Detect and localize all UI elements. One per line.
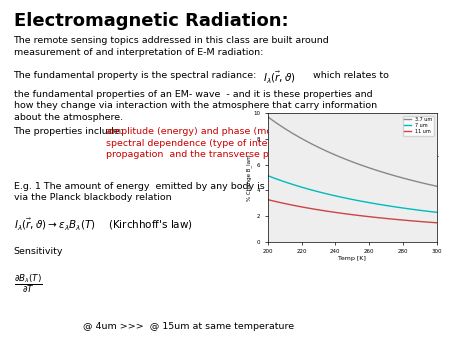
Text: $\frac{\partial B_\lambda(T)}{\partial T}$: $\frac{\partial B_\lambda(T)}{\partial T… [14, 272, 42, 295]
Text: The properties include:: The properties include: [14, 127, 126, 136]
Text: amplitude (energy) and phase (motion) of wave, its
spectral dependence (type of : amplitude (energy) and phase (motion) of… [106, 127, 440, 159]
Text: the fundamental properties of an EM- wave  - and it is these properties and
how : the fundamental properties of an EM- wav… [14, 90, 377, 122]
Y-axis label: % Change B_lam: % Change B_lam [246, 154, 252, 201]
Text: Sensitivity: Sensitivity [14, 247, 63, 257]
Text: E.g. 1 The amount of energy  emitted by any body is related to its temperature,
: E.g. 1 The amount of energy emitted by a… [14, 182, 394, 202]
Text: Electromagnetic Radiation:: Electromagnetic Radiation: [14, 12, 288, 30]
Legend: 3.7 um, 7 um, 11 um: 3.7 um, 7 um, 11 um [403, 116, 434, 136]
Text: $I_\lambda(\vec{r},\vartheta) \rightarrow \varepsilon_\lambda B_\lambda(T)$    (: $I_\lambda(\vec{r},\vartheta) \rightarro… [14, 217, 193, 233]
Text: The remote sensing topics addressed in this class are built around
measurement o: The remote sensing topics addressed in t… [14, 36, 329, 57]
Text: The fundamental property is the spectral radiance:: The fundamental property is the spectral… [14, 71, 263, 80]
Text: $I_\lambda(\vec{r},\vartheta)$: $I_\lambda(\vec{r},\vartheta)$ [263, 70, 296, 86]
X-axis label: Temp [K]: Temp [K] [338, 256, 366, 261]
Text: @ 4um >>>  @ 15um at same temperature: @ 4um >>> @ 15um at same temperature [83, 322, 294, 331]
Text: which relates to: which relates to [310, 71, 389, 80]
